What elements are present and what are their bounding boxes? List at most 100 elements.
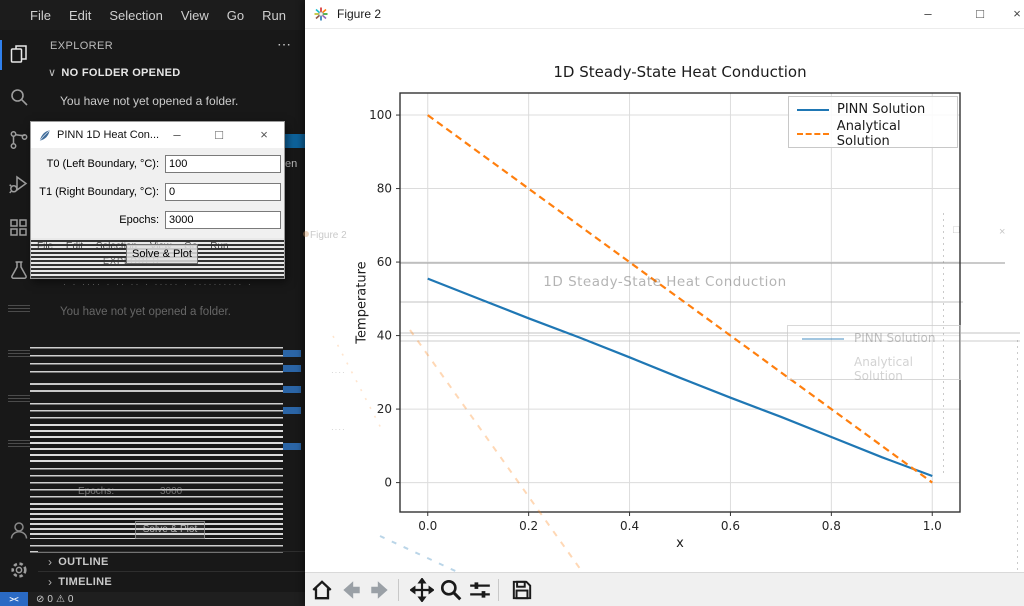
- explorer-title: EXPLORER: [50, 40, 114, 52]
- source-control-icon[interactable]: [7, 128, 31, 152]
- toolbar-separator: [498, 579, 499, 601]
- ghost-close-echo: ×: [999, 226, 1006, 238]
- legend-line-sample: [797, 108, 829, 111]
- active-view-indicator: [0, 40, 2, 70]
- configure-subplots-icon[interactable]: [468, 578, 492, 602]
- problems-status[interactable]: ⊘ 0 ⚠ 0: [36, 594, 73, 605]
- menu-view[interactable]: View: [180, 7, 209, 23]
- figure-window-title: Figure 2: [337, 7, 382, 21]
- extensions-icon[interactable]: [7, 216, 31, 240]
- accounts-icon[interactable]: [7, 518, 31, 542]
- dialog-minimize-button[interactable]: –: [173, 127, 181, 142]
- explorer-actions-icon[interactable]: ⋯: [277, 36, 291, 52]
- matplotlib-icon: [314, 7, 328, 21]
- menu-run[interactable]: Run: [262, 7, 286, 23]
- ghost-dotted-line-artifact: [1017, 340, 1018, 595]
- repaint-stripes: [30, 468, 283, 502]
- svg-text:20: 20: [377, 402, 392, 416]
- timeline-section[interactable]: › TIMELINE: [38, 571, 305, 592]
- forward-arrow-icon[interactable]: [368, 578, 392, 602]
- section-label: NO FOLDER OPENED: [61, 67, 181, 79]
- warnings-count: 0: [67, 593, 74, 605]
- plot-canvas[interactable]: 0.0 0.2 0.4 0.6 0.8 1.0 0 20 40 60 80 100: [305, 0, 1024, 606]
- ghost-icon-artifact: [8, 395, 30, 403]
- figure-minimize-button[interactable]: –: [924, 6, 932, 21]
- legend-line-sample: [797, 132, 829, 135]
- svg-text:0.4: 0.4: [620, 519, 639, 533]
- zoom-icon[interactable]: [439, 578, 463, 602]
- remote-indicator[interactable]: ><: [0, 592, 28, 606]
- dialog-maximize-button[interactable]: □: [215, 127, 223, 142]
- tk-feather-icon: [39, 129, 50, 141]
- repaint-blue-artifact: [283, 365, 301, 372]
- svg-text:1.0: 1.0: [923, 519, 942, 533]
- legend-label: PINN Solution: [837, 102, 926, 117]
- svg-text:0.8: 0.8: [822, 519, 841, 533]
- dialog-titlebar[interactable]: PINN 1D Heat Con... – □ ×: [31, 122, 284, 148]
- ghost-epochs-label-echo: Epochs:: [78, 486, 115, 497]
- run-debug-icon[interactable]: [7, 172, 31, 196]
- save-icon[interactable]: [510, 578, 534, 602]
- explorer-icon[interactable]: [7, 42, 31, 66]
- repaint-blue-artifact: [283, 386, 301, 393]
- pan-icon[interactable]: [410, 578, 434, 602]
- legend-item-pinn: PINN Solution: [797, 98, 957, 121]
- outline-section[interactable]: › OUTLINE: [38, 551, 305, 572]
- t0-input[interactable]: [165, 155, 281, 173]
- section-no-folder-opened[interactable]: ∨ NO FOLDER OPENED: [42, 66, 180, 79]
- ghost-icon-artifact: [8, 305, 30, 313]
- ghost-legend-echo: PINN Solution Analytical Solution: [787, 325, 961, 383]
- matplotlib-figure-window: Figure 2 – □ × 0.0 0.2 0.4 0.6 0.8 1.0 0 20 40 60…: [303, 0, 1024, 606]
- svg-text:60: 60: [377, 255, 392, 269]
- svg-text:0.2: 0.2: [519, 519, 538, 533]
- figure-close-button[interactable]: ×: [1013, 6, 1021, 21]
- search-icon[interactable]: [7, 85, 31, 109]
- home-icon[interactable]: [310, 578, 334, 602]
- figure-titlebar[interactable]: Figure 2 – □ ×: [305, 0, 1024, 29]
- empty-folder-message: You have not yet opened a folder.: [60, 94, 239, 108]
- solve-plot-button[interactable]: Solve & Plot: [126, 244, 198, 264]
- ghost-figure-title-echo: Figure 2: [310, 230, 347, 241]
- legend-item-analytical: Analytical Solution: [797, 119, 957, 149]
- repaint-stripes: [30, 383, 283, 397]
- chevron-right-icon: ›: [48, 575, 53, 589]
- ghost-legend-line: [802, 338, 844, 340]
- menu-selection[interactable]: Selection: [109, 7, 163, 23]
- ghost-legend-label: Analytical Solution: [854, 355, 913, 383]
- repaint-stripes: [30, 545, 283, 555]
- figure-maximize-button[interactable]: □: [976, 6, 984, 21]
- status-bar: >< ⊘ 0 ⚠ 0: [0, 592, 305, 606]
- menu-go[interactable]: Go: [226, 7, 245, 23]
- x-axis-label: x: [676, 536, 684, 551]
- repaint-stripes: [30, 424, 283, 464]
- t1-input[interactable]: [165, 183, 281, 201]
- ghost-tick-dots-artifact: ····: [331, 425, 346, 434]
- ghost-empty-message-echo: You have not yet opened a folder.: [60, 306, 231, 318]
- ghost-mpl-icon-artifact: [303, 231, 309, 237]
- ghost-icon-artifact: [8, 440, 30, 448]
- testing-beaker-icon[interactable]: [7, 258, 31, 282]
- toolbar-separator: [398, 579, 399, 601]
- settings-gear-icon[interactable]: [7, 558, 31, 582]
- chevron-down-icon: ∨: [48, 67, 57, 79]
- epochs-input[interactable]: [165, 211, 281, 229]
- svg-text:0: 0: [384, 476, 392, 490]
- outline-label: OUTLINE: [58, 556, 109, 568]
- t0-label: T0 (Left Boundary, °C):: [46, 158, 159, 170]
- repaint-stripes: [30, 347, 283, 373]
- dialog-close-button[interactable]: ×: [260, 127, 268, 142]
- back-arrow-icon[interactable]: [339, 578, 363, 602]
- ghost-dotted-line-artifact: [943, 213, 944, 475]
- open-folder-text-remnant: en: [285, 158, 298, 170]
- ghost-legend-label: PINN Solution: [854, 331, 936, 345]
- ghost-icon-artifact: [8, 350, 30, 358]
- epochs-field-row: Epochs:: [31, 210, 284, 230]
- ghost-chart-title-echo: 1D Steady-State Heat Conduction: [543, 274, 787, 290]
- ghost-solve-button-echo: Solve & Plot: [135, 521, 205, 539]
- chart-legend: PINN Solution Analytical Solution: [788, 96, 958, 149]
- menu-file[interactable]: File: [30, 7, 51, 23]
- repaint-blue-artifact: [283, 443, 301, 450]
- menu-edit[interactable]: Edit: [68, 7, 92, 23]
- t1-label: T1 (Right Boundary, °C):: [39, 186, 159, 198]
- dialog-title: PINN 1D Heat Con...: [57, 129, 160, 141]
